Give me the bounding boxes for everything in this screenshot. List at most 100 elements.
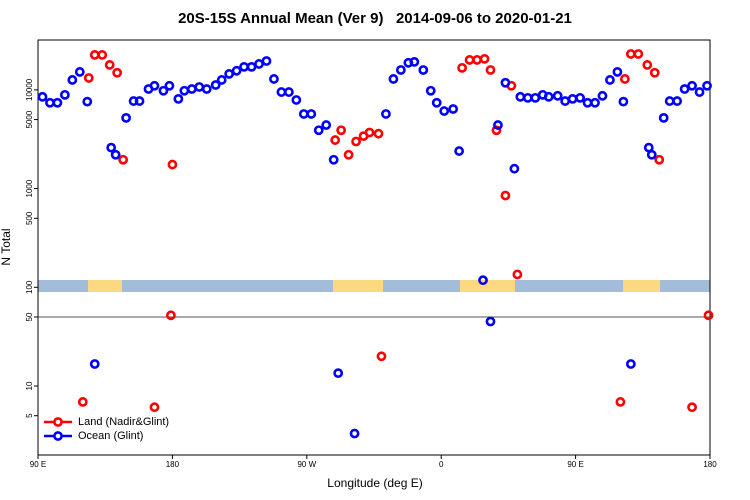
point xyxy=(333,368,344,379)
point xyxy=(703,310,714,321)
point xyxy=(351,136,361,147)
point xyxy=(104,60,115,70)
point xyxy=(52,97,63,108)
point xyxy=(224,69,235,79)
y-tick-label: 5 xyxy=(25,413,34,418)
point xyxy=(216,75,227,85)
land-band xyxy=(88,280,122,292)
point xyxy=(642,60,653,70)
point xyxy=(567,93,578,104)
point xyxy=(625,359,636,369)
y-tick-label: 5000 xyxy=(25,110,34,128)
point xyxy=(381,109,391,119)
point xyxy=(418,65,429,75)
point xyxy=(239,61,249,72)
point xyxy=(210,80,221,90)
point xyxy=(173,93,184,104)
y-tick-label: 100 xyxy=(25,280,34,294)
point xyxy=(679,84,690,94)
land-band xyxy=(333,280,383,292)
point xyxy=(89,50,100,60)
point xyxy=(694,87,705,97)
point xyxy=(254,59,264,69)
point xyxy=(493,120,503,130)
point xyxy=(291,95,302,105)
point xyxy=(500,77,511,88)
x-tick-label: 180 xyxy=(166,460,180,469)
point xyxy=(702,80,712,91)
point xyxy=(485,65,496,75)
point xyxy=(543,91,554,102)
point xyxy=(530,92,541,103)
point xyxy=(112,67,123,78)
y-tick-label: 50 xyxy=(25,312,34,321)
legend-label: Land (Nadir&Glint) xyxy=(78,416,169,428)
y-axis-label: N Total xyxy=(0,228,13,265)
point xyxy=(97,50,108,60)
point xyxy=(83,73,94,83)
point xyxy=(269,74,279,84)
point xyxy=(164,80,175,91)
point xyxy=(149,80,160,91)
point xyxy=(625,49,636,59)
point xyxy=(687,80,697,91)
point xyxy=(82,96,93,107)
point xyxy=(479,53,490,64)
x-tick-label: 90 E xyxy=(30,460,46,469)
x-tick-label: 0 xyxy=(439,460,444,469)
point xyxy=(575,92,585,103)
point xyxy=(457,62,468,73)
point xyxy=(618,96,629,107)
point xyxy=(45,97,55,108)
point xyxy=(560,96,571,106)
point xyxy=(246,61,257,72)
point xyxy=(664,96,675,106)
point xyxy=(343,149,354,160)
point xyxy=(283,87,294,97)
point xyxy=(654,154,665,165)
point xyxy=(605,75,615,85)
point xyxy=(276,87,287,97)
point xyxy=(649,67,660,78)
point xyxy=(522,92,533,103)
point xyxy=(395,65,406,75)
legend-label: Ocean (Glint) xyxy=(78,430,143,442)
land-band xyxy=(623,280,660,292)
x-tick-label: 90 W xyxy=(297,460,316,469)
point xyxy=(409,56,420,67)
point xyxy=(431,97,442,108)
point xyxy=(121,112,132,123)
point xyxy=(373,128,384,139)
legend-marker xyxy=(53,431,63,441)
point xyxy=(298,109,309,119)
point xyxy=(74,67,85,77)
point xyxy=(552,90,563,101)
y-tick-label: 1000 xyxy=(25,179,34,197)
y-tick-label: 10 xyxy=(25,381,34,390)
land-band xyxy=(460,280,515,292)
point xyxy=(590,97,600,108)
y-tick-label: 500 xyxy=(25,211,34,225)
point xyxy=(582,97,593,108)
point xyxy=(512,269,523,280)
point xyxy=(515,91,526,102)
point xyxy=(425,85,436,96)
point xyxy=(59,89,70,100)
point xyxy=(672,96,683,106)
point xyxy=(500,190,511,201)
point xyxy=(388,74,399,84)
point xyxy=(612,67,623,77)
point xyxy=(118,154,129,165)
point xyxy=(306,109,317,119)
point xyxy=(321,120,332,130)
point xyxy=(167,159,178,170)
point xyxy=(633,49,644,59)
point xyxy=(376,351,387,362)
point xyxy=(448,104,459,114)
point xyxy=(349,428,360,439)
point xyxy=(134,96,145,106)
plot-frame xyxy=(37,39,711,456)
x-tick-label: 180 xyxy=(703,460,717,469)
chart-title: 20S-15S Annual Mean (Ver 9) 2014-09-06 t… xyxy=(178,10,572,27)
point xyxy=(186,84,197,94)
